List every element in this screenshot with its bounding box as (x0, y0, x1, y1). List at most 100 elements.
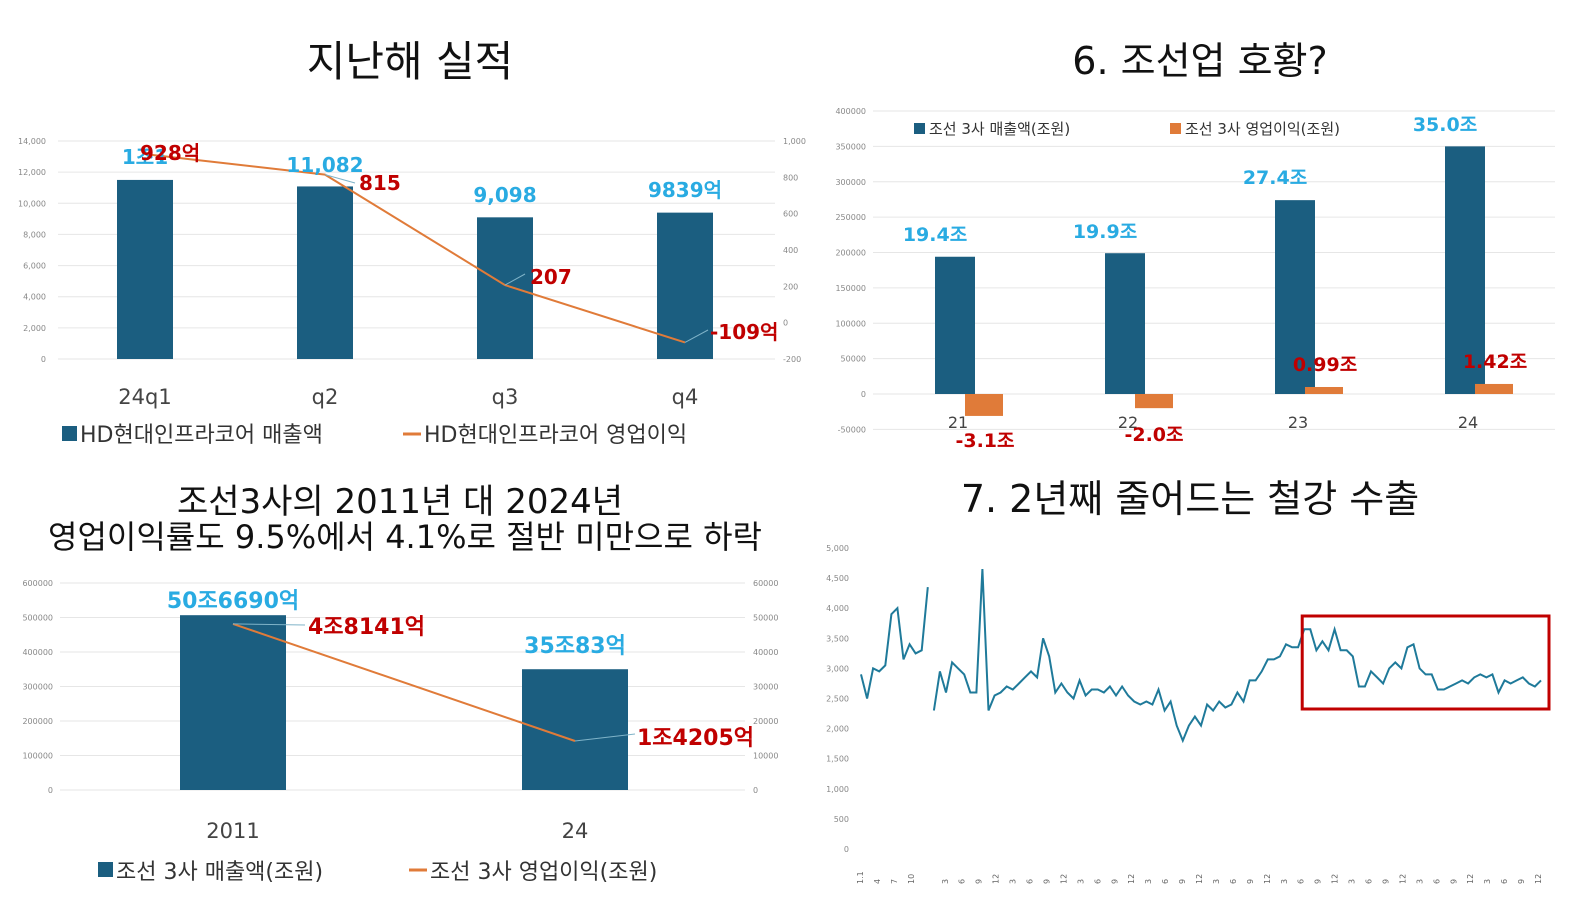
x-tick-label: 21 (948, 413, 968, 432)
left-axis-tick: 10,000 (18, 199, 46, 208)
right-axis-tick: 40000 (753, 648, 778, 657)
leader-line (504, 273, 526, 286)
leader-line (232, 623, 306, 626)
bar-value-label: 9839억 (648, 178, 722, 202)
x-tick-label: 12 (1331, 874, 1340, 884)
bar-sales (935, 256, 975, 394)
right-axis-tick: 20000 (753, 717, 778, 726)
title-last-year-results: 지난해 실적 (306, 37, 514, 86)
title-steel-exports: 7. 2년째 줄어드는 철강 수출 (960, 477, 1420, 521)
line-steel-exports (932, 569, 1542, 744)
legend-label-sales: 조선 3사 매출액(조원) (929, 120, 1070, 138)
x-tick-label: 3 (1280, 879, 1289, 884)
x-tick-label: 9 (1449, 879, 1458, 884)
right-axis-tick: 200 (783, 282, 798, 291)
legend-label-profit: 조선 3사 영업이익(조원) (1185, 120, 1340, 138)
x-tick-label: q2 (312, 385, 339, 409)
y-axis-tick: 4,000 (826, 604, 849, 613)
y-axis-tick: 4,500 (826, 574, 849, 583)
x-tick-label: 12 (1195, 874, 1204, 884)
x-tick-label: 3 (1076, 879, 1085, 884)
x-tick-label: 12 (1263, 874, 1272, 884)
x-tick-label: 3 (1348, 879, 1357, 884)
legend-label-profit: 조선 3사 영업이익(조원) (430, 860, 657, 885)
x-tick-label: 9 (1178, 879, 1187, 884)
y-axis-tick: 500 (834, 815, 849, 824)
left-axis-tick: 8,000 (23, 230, 46, 239)
bar-operating-profit (965, 394, 1003, 416)
x-tick-label: 1.1 (856, 871, 865, 884)
y-axis-tick: 200000 (835, 249, 866, 258)
legend-swatch-sales (914, 123, 925, 134)
left-axis-tick: 0 (48, 786, 53, 795)
x-tick-label: 4 (873, 879, 882, 884)
legend-swatch-sales (98, 862, 113, 877)
line-operating-profit (232, 622, 576, 742)
line-steel-exports (860, 587, 929, 699)
right-axis-tick: 600 (783, 210, 798, 219)
x-tick-label: 9 (975, 879, 984, 884)
x-tick-label: q4 (672, 385, 699, 409)
bar-sales (657, 212, 713, 359)
x-tick-label: 3 (1144, 879, 1153, 884)
y-axis-tick: 50000 (841, 355, 866, 364)
x-tick-label: 12 (1398, 874, 1407, 884)
right-axis-tick: 60000 (753, 579, 778, 588)
line-operating-profit (144, 153, 686, 344)
x-tick-label: 3 (1009, 879, 1018, 884)
x-tick-label: 10 (907, 874, 916, 884)
leader-line (324, 174, 356, 184)
legend-label-profit: HD현대인프라코어 영업이익 (424, 423, 687, 448)
bar-sales (1275, 200, 1315, 394)
bar-operating-profit (1475, 383, 1513, 394)
left-axis-tick: 4,000 (23, 293, 46, 302)
x-tick-label: q3 (492, 385, 519, 409)
x-tick-label: 12 (1059, 874, 1068, 884)
x-tick-label: 6 (1500, 879, 1509, 884)
leader-line (684, 329, 709, 343)
bar-sales (1445, 146, 1485, 394)
orange-value-label: 1.42조 (1463, 351, 1527, 373)
bar-value-label: 1조1 (122, 145, 168, 169)
right-axis-tick: 30000 (753, 683, 778, 692)
legend-swatch-profit (1170, 123, 1181, 134)
left-axis-tick: 0 (41, 355, 46, 364)
x-tick-label: 9 (1110, 879, 1119, 884)
left-axis-tick: 600000 (22, 579, 53, 588)
leader-line (574, 733, 636, 742)
x-tick-label: 23 (1288, 413, 1308, 432)
left-axis-tick: 300000 (22, 683, 53, 692)
right-axis-tick: 0 (753, 786, 758, 795)
x-tick-label: 9 (1517, 879, 1526, 884)
bar-sales (180, 615, 286, 790)
line-value-label: -109억 (710, 320, 778, 344)
bar-sales (1105, 253, 1145, 394)
x-tick-label: 9 (1246, 879, 1255, 884)
y-axis-tick: 0 (844, 845, 849, 854)
x-tick-label: 12 (1466, 874, 1475, 884)
x-tick-label: 12 (1127, 874, 1136, 884)
left-axis-tick: 14,000 (18, 137, 46, 146)
x-tick-label: 9 (1381, 879, 1390, 884)
x-tick-label: 6 (1229, 879, 1238, 884)
right-axis-tick: 10000 (753, 752, 778, 761)
right-axis-tick: 50000 (753, 614, 778, 623)
x-tick-label: 12 (992, 874, 1001, 884)
y-axis-tick: 350000 (835, 142, 866, 151)
title-2011-vs-2024: 조선3사의 2011년 대 2024년 (176, 482, 624, 522)
y-axis-tick: 2,500 (826, 695, 849, 704)
orange-value-label: -2.0조 (1124, 424, 1183, 446)
y-axis-tick: 5,000 (826, 544, 849, 553)
legend-label-sales: HD현대인프라코어 매출액 (80, 423, 323, 448)
x-tick-label: 6 (1026, 879, 1035, 884)
x-tick-label: 6 (1365, 879, 1374, 884)
highlight-box (1300, 614, 1551, 711)
bar-value-label: 9,098 (473, 183, 536, 207)
line-value-label: 1조4205억 (637, 726, 754, 751)
x-tick-label: 6 (1093, 879, 1102, 884)
x-tick-label: 6 (1297, 879, 1306, 884)
x-tick-label: 2011 (206, 819, 259, 843)
x-tick-label: 7 (890, 879, 899, 884)
y-axis-tick: 1,500 (826, 755, 849, 764)
